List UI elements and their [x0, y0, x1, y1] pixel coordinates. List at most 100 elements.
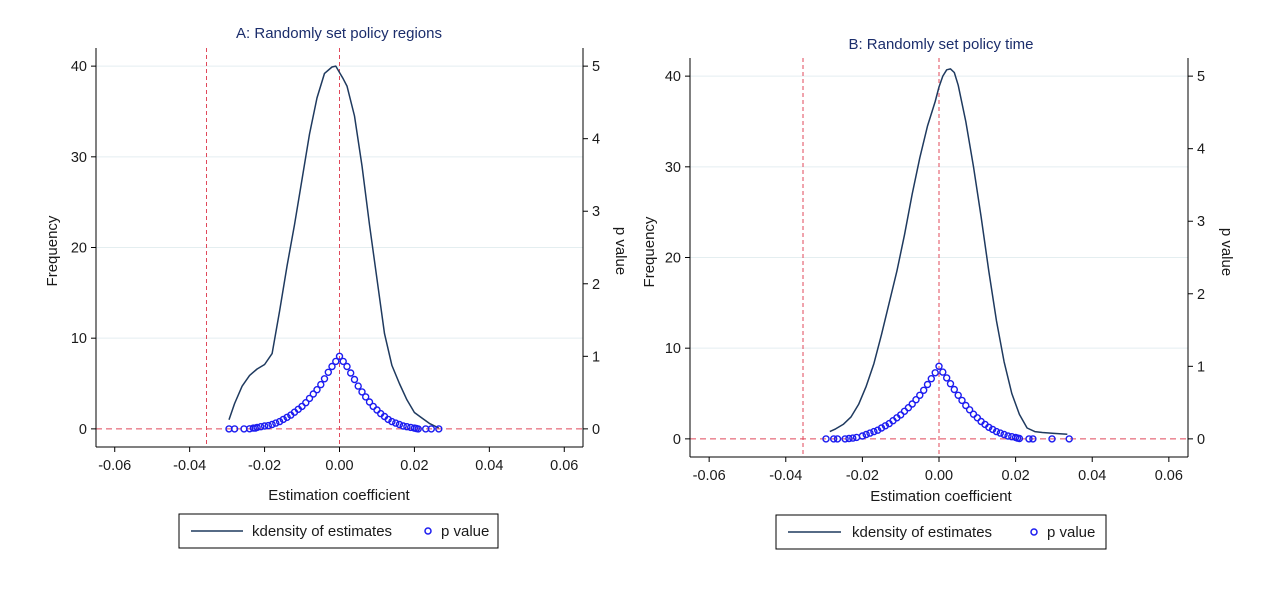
y-ticks-right: 0 1 2 3 4 5	[1188, 69, 1205, 448]
p-value-point	[849, 434, 857, 442]
p-value-point	[339, 357, 347, 366]
y-tick-label: 0	[673, 432, 681, 448]
p-value-point	[384, 415, 392, 424]
p-value-point	[992, 427, 1001, 436]
p-value-point	[862, 430, 870, 439]
legend: kdensity of estimates p value	[178, 513, 499, 549]
y-tick-label: 20	[71, 241, 87, 257]
p-value-point	[1015, 434, 1024, 443]
legend-label-p-value: p value	[441, 523, 489, 540]
p-value-point	[309, 390, 317, 398]
p-value-point	[298, 402, 306, 411]
p-value-point	[399, 422, 407, 430]
y2-tick-label: 4	[592, 132, 600, 148]
p-value-point	[435, 425, 443, 433]
p-value-point	[427, 425, 435, 433]
p-value-point	[946, 380, 955, 388]
legend-label-density: kdensity of estimates	[252, 523, 392, 540]
p-value-point	[973, 414, 981, 422]
x-tick-label: 0.02	[400, 458, 428, 474]
y2-tick-label: 5	[592, 59, 600, 75]
y-axis-title-right: p value	[612, 227, 629, 275]
p-value-point	[958, 396, 966, 405]
p-value-point	[302, 399, 310, 407]
p-value-point	[866, 429, 874, 437]
p-value-point	[365, 398, 374, 406]
legend-marker-swatch	[1030, 528, 1038, 536]
p-value-point	[841, 435, 849, 443]
p-value-point	[920, 386, 928, 394]
p-value-point	[272, 419, 280, 427]
p-value-point	[1048, 435, 1056, 443]
legend-label-density: kdensity of estimates	[852, 524, 992, 541]
y2-tick-label: 3	[592, 204, 600, 220]
kdensity-line	[228, 65, 440, 429]
p-value-point	[388, 417, 396, 426]
panel-title: A: Randomly set policy regions	[236, 25, 442, 42]
p-value-point	[833, 435, 842, 443]
y-tick-label: 20	[665, 251, 681, 267]
y-ticks-right: 0 1 2 3 4 5	[583, 59, 600, 438]
reference-lines	[690, 58, 1188, 457]
p-value-point	[954, 391, 962, 399]
x-tick-label: 0.04	[1078, 468, 1106, 484]
y2-tick-label: 0	[592, 422, 600, 438]
p-value-point	[845, 434, 853, 443]
p-value-point	[362, 393, 370, 401]
y2-tick-label: 2	[592, 277, 600, 293]
x-tick-label: 0.06	[1155, 468, 1183, 484]
panel-b: B: Randomly set policy time -0.06 -0.04 -0…	[641, 36, 1235, 550]
x-tick-label: 0.02	[1001, 468, 1029, 484]
p-value-point	[283, 413, 291, 421]
y-axis-title-left: Frequency	[44, 215, 61, 286]
p-value-point	[264, 421, 272, 430]
p-value-point	[392, 419, 400, 427]
p-value-point	[916, 391, 924, 399]
p-value-point	[943, 374, 951, 382]
p-value-point	[320, 375, 329, 383]
p-value-point	[268, 420, 276, 429]
p-value-point	[313, 386, 321, 394]
y-axis-title-right: p value	[1218, 228, 1235, 276]
p-value-point	[347, 369, 355, 377]
reference-lines	[96, 48, 583, 447]
p-value-point	[343, 362, 351, 371]
p-value-point	[230, 425, 239, 433]
y2-tick-label: 1	[592, 349, 600, 365]
y-tick-label: 40	[665, 69, 681, 85]
p-value-point	[253, 423, 261, 432]
legend: kdensity of estimates p value	[775, 514, 1107, 550]
p-value-point	[939, 368, 947, 376]
p-value-point	[908, 400, 916, 408]
p-value-point	[335, 352, 344, 360]
y2-tick-label: 3	[1197, 214, 1205, 230]
p-value-point	[935, 362, 943, 370]
p-value-point	[414, 425, 422, 433]
p-value-point	[1025, 435, 1033, 443]
p-value-point	[965, 406, 974, 414]
p-value-point	[927, 375, 935, 383]
p-value-point	[923, 380, 932, 389]
y-ticks-left: 0 10 20 30 40	[71, 59, 96, 438]
p-value-point	[279, 415, 287, 424]
y2-tick-label: 2	[1197, 287, 1205, 303]
p-value-point	[354, 382, 362, 390]
x-tick-label: 0.00	[925, 468, 953, 484]
p-value-point	[822, 435, 830, 443]
y-tick-label: 10	[665, 341, 681, 357]
p-value-point	[852, 433, 861, 442]
p-value-point	[1029, 435, 1037, 443]
p-value-point	[830, 435, 838, 443]
p-value-point	[260, 422, 269, 430]
panel-title: B: Randomly set policy time	[848, 36, 1033, 53]
x-axis-title: Estimation coefficient	[870, 488, 1012, 505]
y-tick-label: 30	[665, 160, 681, 176]
p-value-point	[874, 426, 882, 434]
legend-label-p-value: p value	[1047, 524, 1095, 541]
x-tick-label: -0.04	[769, 468, 802, 484]
p-value-series	[822, 362, 1073, 443]
p-value-point	[358, 388, 366, 396]
p-value-point	[257, 423, 265, 431]
p-value-point	[369, 402, 377, 411]
p-value-point	[332, 357, 340, 366]
